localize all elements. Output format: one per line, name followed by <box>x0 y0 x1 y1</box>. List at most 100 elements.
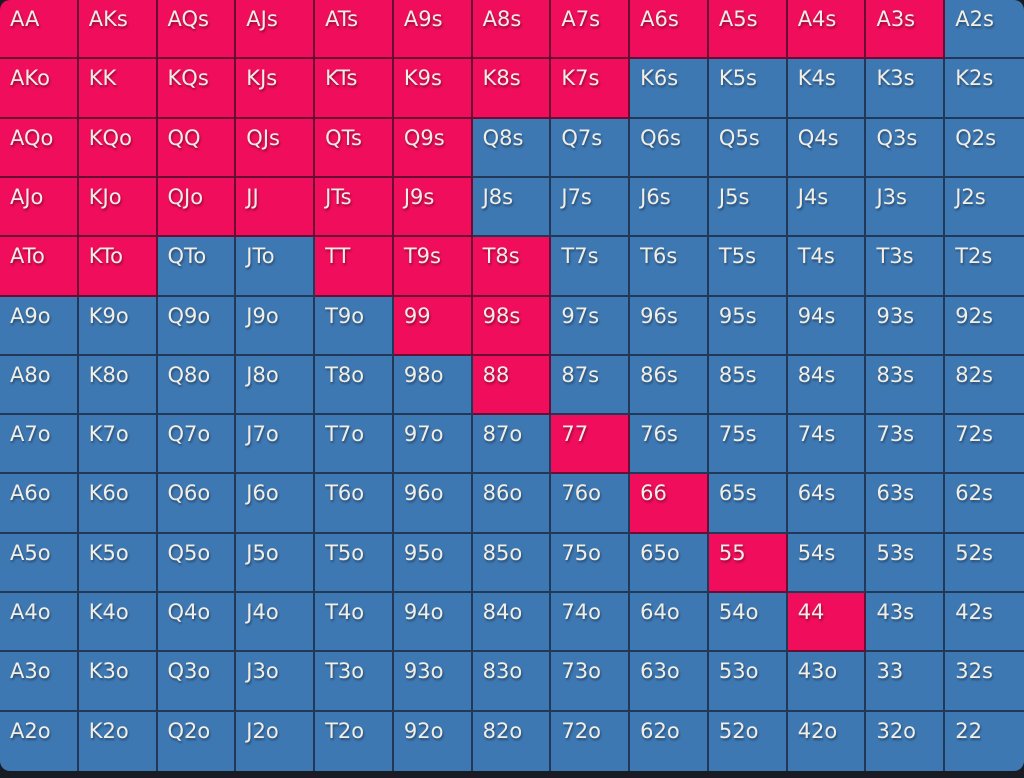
hand-cell-82s[interactable]: 82s <box>945 355 1024 416</box>
hand-cell-Q4o[interactable]: Q4o <box>157 593 237 653</box>
hand-cell-T4o[interactable]: T4o <box>315 593 394 653</box>
hand-cell-KK[interactable]: KK <box>78 59 158 119</box>
hand-cell-73s[interactable]: 73s <box>866 415 946 475</box>
hand-cell-92o[interactable]: 92o <box>393 711 473 771</box>
hand-cell-AJs[interactable]: AJs <box>236 0 316 60</box>
hand-cell-A5s[interactable]: A5s <box>708 0 788 60</box>
hand-cell-A4o[interactable]: A4o <box>0 593 79 653</box>
hand-cell-Q9o[interactable]: Q9o <box>157 296 237 356</box>
hand-cell-J6o[interactable]: J6o <box>236 474 316 534</box>
hand-cell-AKs[interactable]: AKs <box>78 0 158 60</box>
hand-cell-QJo[interactable]: QJo <box>157 177 237 238</box>
hand-cell-96o[interactable]: 96o <box>393 474 473 534</box>
hand-cell-T9o[interactable]: T9o <box>315 296 394 356</box>
hand-cell-J4s[interactable]: J4s <box>787 177 867 238</box>
hand-cell-22[interactable]: 22 <box>945 711 1024 771</box>
hand-cell-KJo[interactable]: KJo <box>78 177 158 238</box>
hand-cell-J7o[interactable]: J7o <box>236 415 316 475</box>
hand-cell-A5o[interactable]: A5o <box>0 533 79 594</box>
hand-cell-83o[interactable]: 83o <box>472 652 552 712</box>
hand-cell-Q9s[interactable]: Q9s <box>393 118 473 178</box>
hand-cell-76s[interactable]: 76s <box>630 415 709 475</box>
hand-cell-Q8o[interactable]: Q8o <box>157 355 237 416</box>
hand-cell-75o[interactable]: 75o <box>551 533 631 594</box>
hand-cell-J8o[interactable]: J8o <box>236 355 316 416</box>
hand-cell-83s[interactable]: 83s <box>866 355 946 416</box>
hand-cell-J3o[interactable]: J3o <box>236 652 316 712</box>
hand-cell-63s[interactable]: 63s <box>866 474 946 534</box>
hand-cell-84o[interactable]: 84o <box>472 593 552 653</box>
hand-cell-95o[interactable]: 95o <box>393 533 473 594</box>
hand-cell-32o[interactable]: 32o <box>866 711 946 771</box>
hand-cell-AJo[interactable]: AJo <box>0 177 79 238</box>
hand-cell-A3s[interactable]: A3s <box>866 0 946 60</box>
hand-cell-87o[interactable]: 87o <box>472 415 552 475</box>
hand-cell-Q8s[interactable]: Q8s <box>472 118 552 178</box>
hand-cell-A6s[interactable]: A6s <box>630 0 709 60</box>
hand-cell-74s[interactable]: 74s <box>787 415 867 475</box>
hand-cell-96s[interactable]: 96s <box>630 296 709 356</box>
hand-cell-74o[interactable]: 74o <box>551 593 631 653</box>
hand-cell-55[interactable]: 55 <box>708 533 788 594</box>
hand-cell-KJs[interactable]: KJs <box>236 59 316 119</box>
hand-cell-76o[interactable]: 76o <box>551 474 631 534</box>
hand-cell-65s[interactable]: 65s <box>708 474 788 534</box>
hand-cell-95s[interactable]: 95s <box>708 296 788 356</box>
hand-cell-62s[interactable]: 62s <box>945 474 1024 534</box>
hand-cell-A2s[interactable]: A2s <box>945 0 1024 60</box>
hand-cell-86s[interactable]: 86s <box>630 355 709 416</box>
hand-cell-32s[interactable]: 32s <box>945 652 1024 712</box>
hand-cell-98s[interactable]: 98s <box>472 296 552 356</box>
hand-cell-JTs[interactable]: JTs <box>315 177 394 238</box>
hand-cell-A8s[interactable]: A8s <box>472 0 552 60</box>
hand-cell-T8s[interactable]: T8s <box>472 237 552 297</box>
hand-cell-92s[interactable]: 92s <box>945 296 1024 356</box>
hand-cell-A8o[interactable]: A8o <box>0 355 79 416</box>
hand-cell-T5o[interactable]: T5o <box>315 533 394 594</box>
hand-cell-K8s[interactable]: K8s <box>472 59 552 119</box>
hand-cell-33[interactable]: 33 <box>866 652 946 712</box>
hand-cell-ATs[interactable]: ATs <box>315 0 394 60</box>
hand-cell-K5o[interactable]: K5o <box>78 533 158 594</box>
hand-cell-K2o[interactable]: K2o <box>78 711 158 771</box>
hand-cell-K6s[interactable]: K6s <box>630 59 709 119</box>
hand-cell-T2s[interactable]: T2s <box>945 237 1024 297</box>
hand-cell-A3o[interactable]: A3o <box>0 652 79 712</box>
hand-cell-42o[interactable]: 42o <box>787 711 867 771</box>
hand-cell-T3s[interactable]: T3s <box>866 237 946 297</box>
hand-cell-J7s[interactable]: J7s <box>551 177 631 238</box>
hand-cell-K9s[interactable]: K9s <box>393 59 473 119</box>
hand-cell-K2s[interactable]: K2s <box>945 59 1024 119</box>
hand-cell-AA[interactable]: AA <box>0 0 79 60</box>
hand-cell-AQo[interactable]: AQo <box>0 118 79 178</box>
hand-cell-T2o[interactable]: T2o <box>315 711 394 771</box>
hand-cell-43o[interactable]: 43o <box>787 652 867 712</box>
hand-cell-94o[interactable]: 94o <box>393 593 473 653</box>
hand-cell-Q2o[interactable]: Q2o <box>157 711 237 771</box>
hand-cell-72s[interactable]: 72s <box>945 415 1024 475</box>
hand-cell-53s[interactable]: 53s <box>866 533 946 594</box>
hand-cell-T5s[interactable]: T5s <box>708 237 788 297</box>
hand-cell-J3s[interactable]: J3s <box>866 177 946 238</box>
hand-cell-75s[interactable]: 75s <box>708 415 788 475</box>
hand-cell-Q4s[interactable]: Q4s <box>787 118 867 178</box>
hand-cell-J4o[interactable]: J4o <box>236 593 316 653</box>
hand-cell-85o[interactable]: 85o <box>472 533 552 594</box>
hand-cell-73o[interactable]: 73o <box>551 652 631 712</box>
hand-cell-JJ[interactable]: JJ <box>236 177 316 238</box>
hand-cell-77[interactable]: 77 <box>551 415 631 475</box>
hand-cell-97s[interactable]: 97s <box>551 296 631 356</box>
hand-cell-J9o[interactable]: J9o <box>236 296 316 356</box>
hand-cell-T7o[interactable]: T7o <box>315 415 394 475</box>
hand-cell-KTo[interactable]: KTo <box>78 237 158 297</box>
hand-cell-ATo[interactable]: ATo <box>0 237 79 297</box>
hand-cell-K3s[interactable]: K3s <box>866 59 946 119</box>
hand-cell-43s[interactable]: 43s <box>866 593 946 653</box>
hand-cell-JTo[interactable]: JTo <box>236 237 316 297</box>
hand-cell-A6o[interactable]: A6o <box>0 474 79 534</box>
hand-cell-53o[interactable]: 53o <box>708 652 788 712</box>
hand-cell-T8o[interactable]: T8o <box>315 355 394 416</box>
hand-cell-Q3s[interactable]: Q3s <box>866 118 946 178</box>
hand-cell-Q7s[interactable]: Q7s <box>551 118 631 178</box>
hand-cell-Q6o[interactable]: Q6o <box>157 474 237 534</box>
